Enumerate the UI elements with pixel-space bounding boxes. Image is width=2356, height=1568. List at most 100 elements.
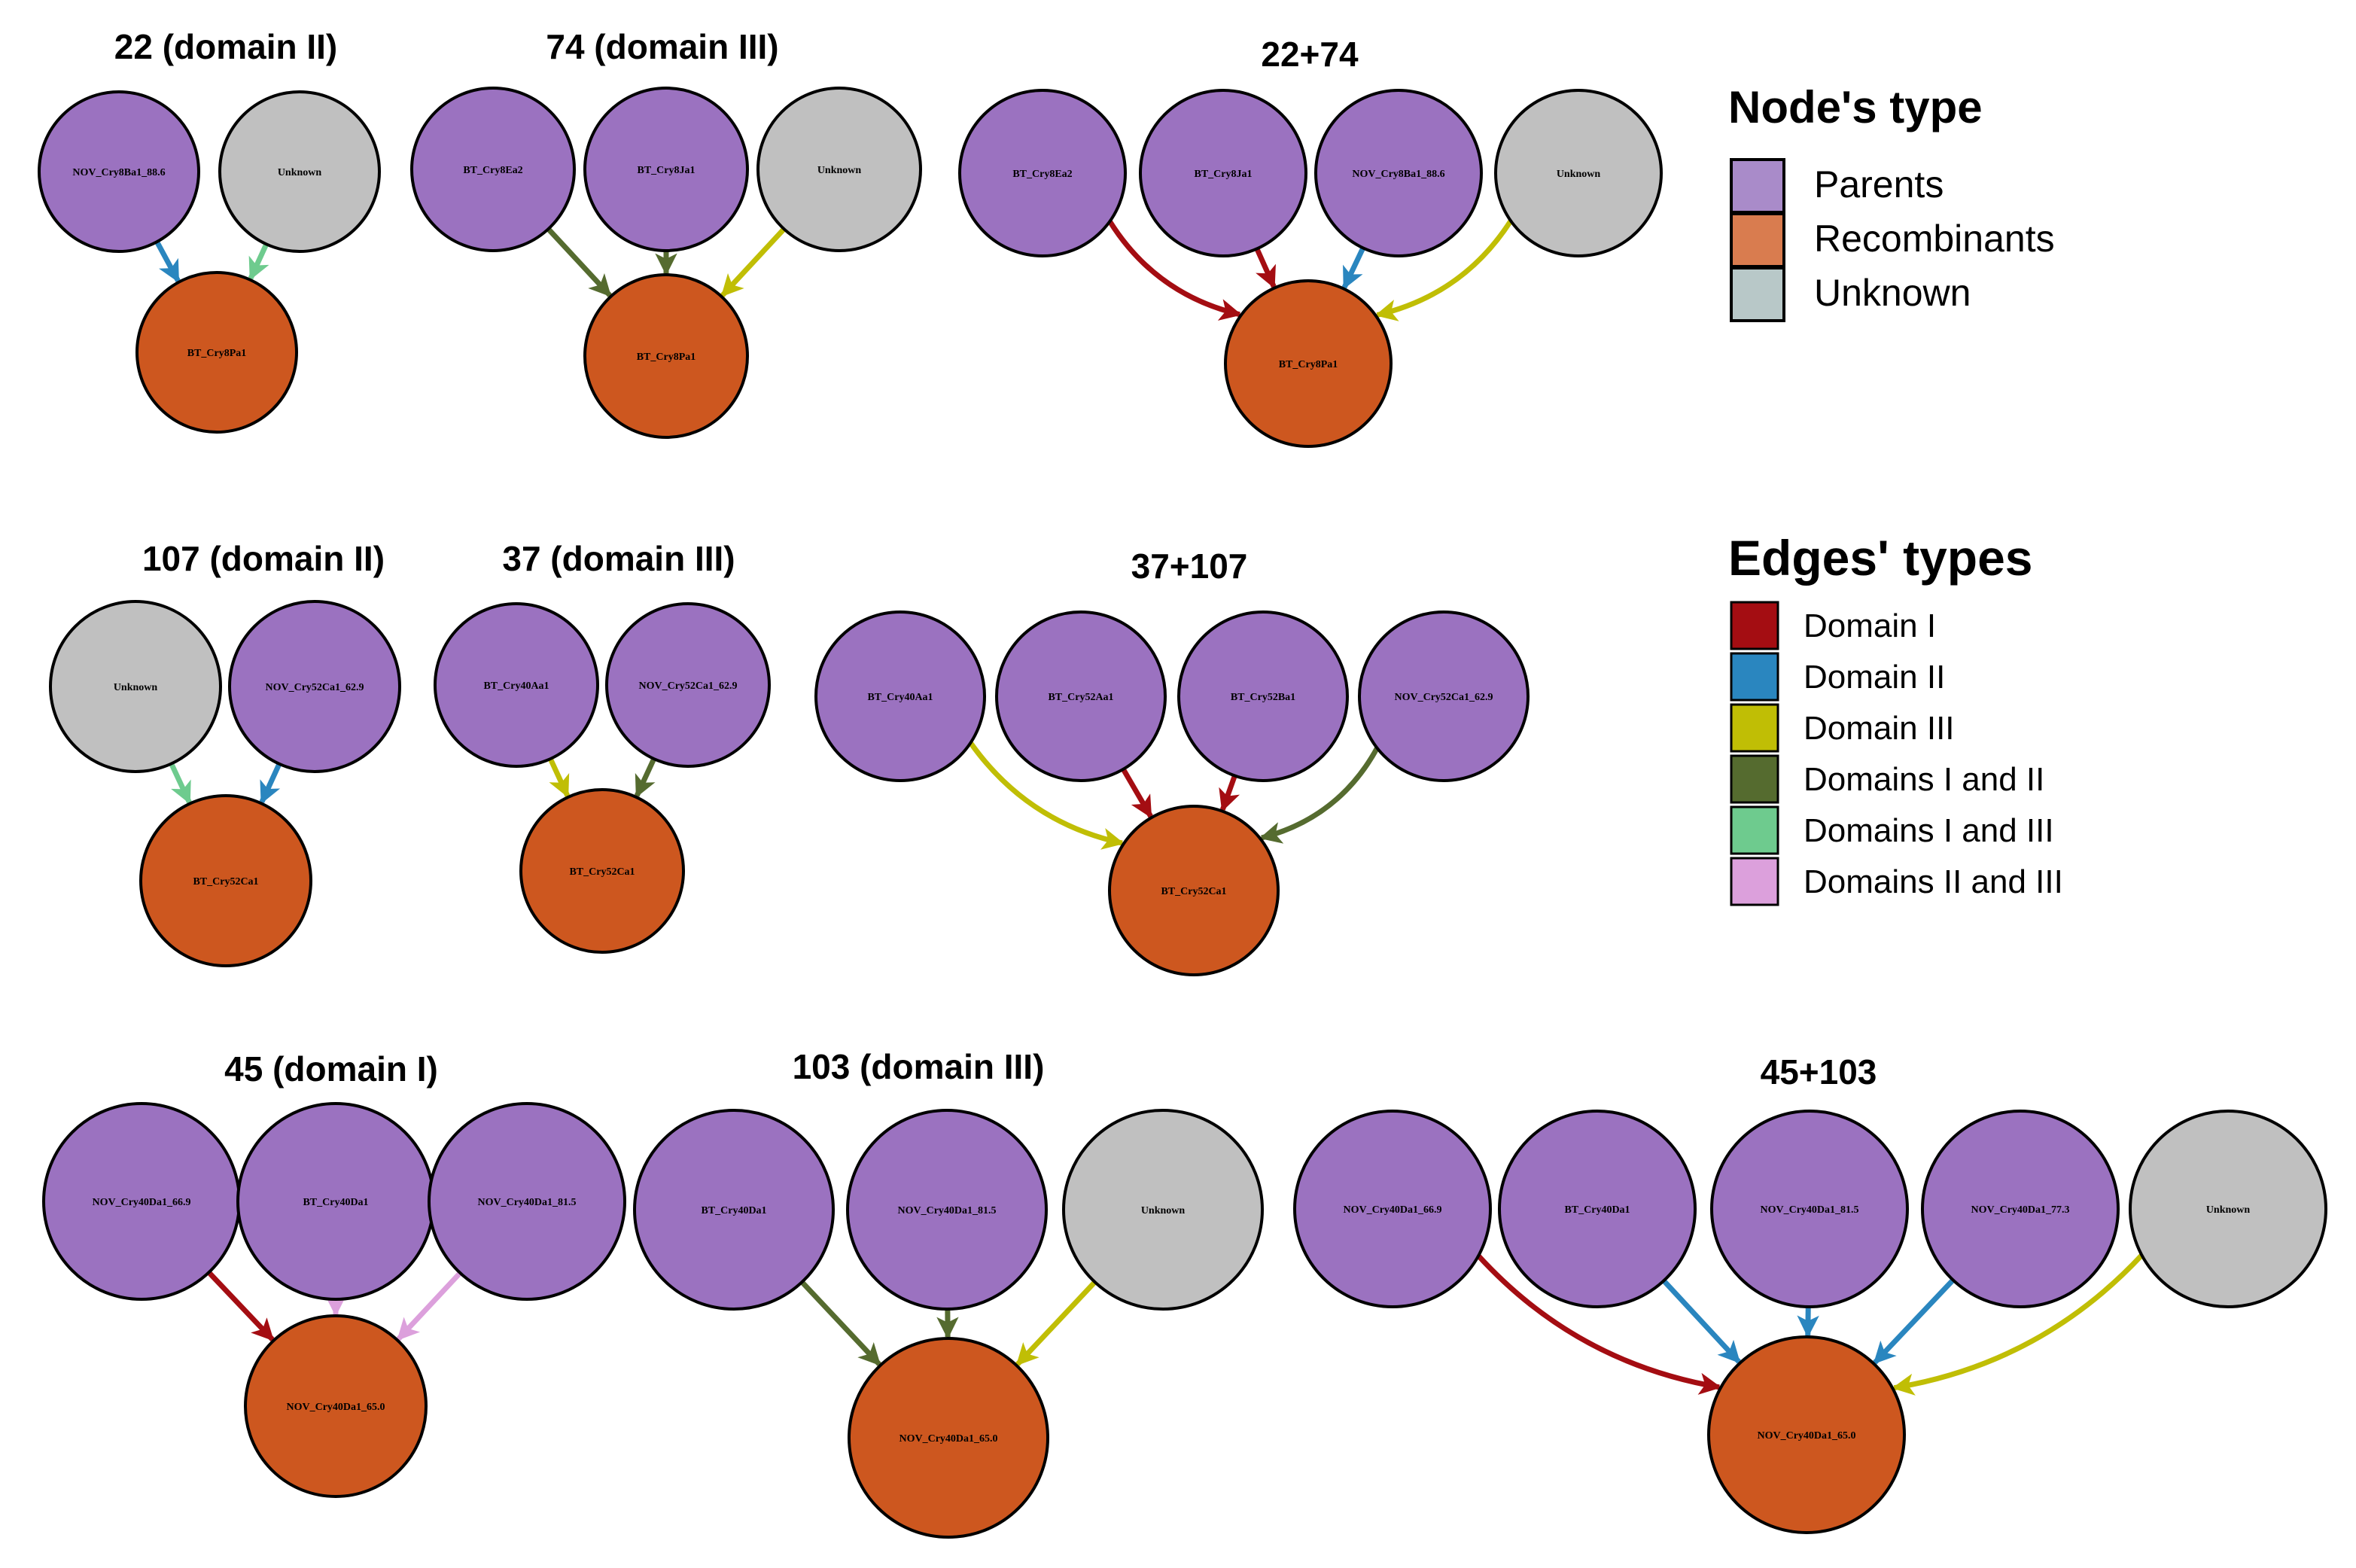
node-circle xyxy=(434,602,599,768)
node-label: NOV_Cry40Da1_66.9 xyxy=(92,1197,190,1208)
network-node[interactable]: BT_Cry40Da1 xyxy=(236,1102,435,1301)
network-node[interactable]: BT_Cry8Pa1 xyxy=(583,273,749,439)
network-node[interactable]: NOV_Cry40Da1_66.9 xyxy=(42,1102,241,1301)
network-node[interactable]: NOV_Cry52Ca1_62.9 xyxy=(1358,610,1530,782)
panel-title: 37 (domain III) xyxy=(502,539,735,578)
edge-arrow xyxy=(1374,219,1514,321)
edge-arrow xyxy=(1015,1280,1097,1366)
network-node[interactable]: NOV_Cry40Da1_65.0 xyxy=(244,1314,428,1498)
edge-arrow xyxy=(1219,775,1240,812)
node-label: BT_Cry8Ja1 xyxy=(1195,169,1253,180)
node-label: BT_Cry40Aa1 xyxy=(483,680,549,692)
node-label: BT_Cry8Ja1 xyxy=(638,165,696,176)
network-node[interactable]: Unknown xyxy=(1494,89,1663,257)
network-node[interactable]: NOV_Cry40Da1_77.3 xyxy=(1921,1110,2120,1308)
network-node[interactable]: BT_Cry52Ba1 xyxy=(1177,610,1349,782)
node-circle xyxy=(1293,1110,1492,1308)
network-node[interactable]: NOV_Cry40Da1_81.5 xyxy=(846,1109,1048,1311)
node-circle xyxy=(633,1109,835,1311)
node-circle xyxy=(1921,1110,2120,1308)
node-circle xyxy=(995,610,1167,782)
network-node[interactable]: Unknown xyxy=(756,87,922,252)
network-node[interactable]: BT_Cry52Ca1 xyxy=(1108,805,1280,976)
node-label: NOV_Cry40Da1_66.9 xyxy=(1343,1204,1441,1216)
network-node[interactable]: BT_Cry8Ea2 xyxy=(958,89,1127,257)
node-label: NOV_Cry52Ca1_62.9 xyxy=(1394,692,1493,703)
network-node[interactable]: NOV_Cry40Da1_66.9 xyxy=(1293,1110,1492,1308)
legend-title: Edges' types xyxy=(1728,530,2033,586)
network-node[interactable]: NOV_Cry52Ca1_62.9 xyxy=(605,602,771,768)
node-circle xyxy=(38,90,200,253)
panel-title: 37+107 xyxy=(1131,547,1248,586)
network-node[interactable]: BT_Cry8Ea2 xyxy=(410,87,576,252)
edge-arrow xyxy=(154,240,181,283)
node-circle xyxy=(583,87,749,252)
legend-swatch xyxy=(1730,857,1779,906)
node-circle xyxy=(1314,89,1483,257)
edge-arrow xyxy=(1873,1278,1956,1365)
network-node[interactable]: NOV_Cry8Ba1_88.6 xyxy=(1314,89,1483,257)
edge-arrow xyxy=(968,741,1125,850)
network-node[interactable]: NOV_Cry40Da1_65.0 xyxy=(848,1337,1049,1539)
edge-arrow xyxy=(799,1280,881,1366)
network-node[interactable]: BT_Cry40Da1 xyxy=(1498,1110,1697,1308)
node-circle xyxy=(228,600,401,773)
node-label: BT_Cry8Pa1 xyxy=(637,352,696,363)
node-circle xyxy=(848,1337,1049,1539)
panel-title: 22 (domain II) xyxy=(114,27,337,66)
edge-arrow xyxy=(720,227,787,297)
network-node[interactable]: BT_Cry40Da1 xyxy=(633,1109,835,1311)
legend-swatch xyxy=(1730,158,1785,214)
network-node[interactable]: BT_Cry8Ja1 xyxy=(583,87,749,252)
network-panel: 45+103 NOV_Cry40Da1_66.9 BT_Cry40Da1 NOV_Cr… xyxy=(1293,1052,2327,1534)
panel-title: 22+74 xyxy=(1261,35,1359,74)
node-label: BT_Cry8Pa1 xyxy=(1279,359,1338,370)
node-label: NOV_Cry40Da1_65.0 xyxy=(1757,1430,1855,1442)
edge-arrow xyxy=(1661,1278,1741,1364)
legend-swatch xyxy=(1730,601,1779,650)
network-node[interactable]: BT_Cry40Aa1 xyxy=(814,610,986,782)
network-panel: 45 (domain I) NOV_Cry40Da1_66.9 BT_Cry40Da… xyxy=(42,1049,626,1498)
legend-label: Parents xyxy=(1814,163,1944,206)
network-node[interactable]: NOV_Cry40Da1_81.5 xyxy=(1710,1110,1909,1308)
network-node[interactable]: BT_Cry8Ja1 xyxy=(1139,89,1307,257)
node-label: NOV_Cry40Da1_65.0 xyxy=(899,1433,997,1445)
network-node[interactable]: BT_Cry40Aa1 xyxy=(434,602,599,768)
legend-label: Domains I and II xyxy=(1804,761,2044,798)
node-label: Unknown xyxy=(1141,1205,1186,1216)
node-circle xyxy=(428,1102,626,1301)
node-circle xyxy=(1494,89,1663,257)
network-node[interactable]: Unknown xyxy=(2129,1110,2327,1308)
network-node[interactable]: NOV_Cry40Da1_81.5 xyxy=(428,1102,626,1301)
node-label: NOV_Cry40Da1_77.3 xyxy=(1971,1204,2069,1216)
legend-swatch xyxy=(1730,703,1779,753)
network-node[interactable]: BT_Cry8Pa1 xyxy=(135,271,298,434)
node-circle xyxy=(1224,279,1393,448)
network-node[interactable]: NOV_Cry52Ca1_62.9 xyxy=(228,600,401,773)
edge-arrow xyxy=(1121,768,1153,818)
network-node[interactable]: Unknown xyxy=(218,90,381,253)
legend-node-types: Node's type Parents Recombinants Unknown xyxy=(1728,82,2055,322)
node-circle xyxy=(756,87,922,252)
network-node[interactable]: NOV_Cry8Ba1_88.6 xyxy=(38,90,200,253)
edge-arrow xyxy=(1107,220,1242,321)
node-label: BT_Cry52Ba1 xyxy=(1231,692,1295,703)
network-node[interactable]: BT_Cry52Ca1 xyxy=(139,794,312,967)
edge-arrow xyxy=(1476,1253,1722,1395)
network-node[interactable]: BT_Cry8Pa1 xyxy=(1224,279,1393,448)
network-node[interactable]: NOV_Cry40Da1_65.0 xyxy=(1707,1335,1906,1534)
legend-label: Unknown xyxy=(1814,272,1971,314)
legend-label: Domain I xyxy=(1804,607,1936,644)
legend-swatch xyxy=(1730,212,1785,268)
panel-title: 45 (domain I) xyxy=(224,1049,438,1088)
node-label: Unknown xyxy=(278,167,322,178)
network-node[interactable]: BT_Cry52Ca1 xyxy=(519,788,685,954)
node-circle xyxy=(410,87,576,252)
network-node[interactable]: BT_Cry52Aa1 xyxy=(995,610,1167,782)
network-panel: 37 (domain III) BT_Cry40Aa1 NOV_Cry52Ca1_6… xyxy=(434,539,771,954)
node-label: BT_Cry52Ca1 xyxy=(1161,886,1226,897)
node-label: NOV_Cry8Ba1_88.6 xyxy=(72,167,165,178)
network-node[interactable]: Unknown xyxy=(1062,1109,1264,1311)
network-node[interactable]: Unknown xyxy=(49,600,222,773)
